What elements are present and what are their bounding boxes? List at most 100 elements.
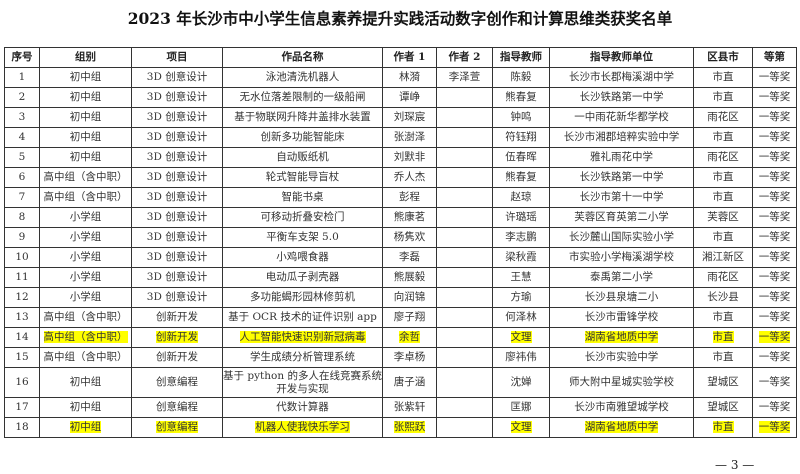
cell-text: 雨花区 bbox=[707, 151, 739, 163]
cell-text: 小学组 bbox=[69, 211, 102, 223]
cell-text: 廖祎伟 bbox=[505, 351, 537, 363]
table-row: 14 高中组（含中职） 创新开发 人工智能快速识别新冠病毒 余哲 文理 湖南省地质中学 市直 一… bbox=[4, 327, 797, 348]
table-cell: 唐子涵 bbox=[382, 367, 437, 398]
table-cell: 16 bbox=[4, 367, 40, 398]
table-cell: 创新开发 bbox=[131, 327, 223, 348]
cell-text: 李志鹏 bbox=[505, 231, 537, 243]
cell-text: 3D 创意设计 bbox=[146, 271, 208, 283]
cell-text: 泰禹第二小学 bbox=[590, 271, 653, 283]
table-cell: 长沙县 bbox=[693, 287, 753, 308]
table-cell: 一等奖 bbox=[752, 187, 797, 208]
cell-text: 初中组 bbox=[69, 376, 102, 388]
table-cell: 基于 OCR 技术的证件识别 app bbox=[222, 307, 383, 328]
table-cell: 一等奖 bbox=[752, 267, 797, 288]
table-cell bbox=[436, 227, 493, 248]
table-cell: 一中雨花新华都学校 bbox=[549, 107, 694, 128]
table-cell bbox=[436, 417, 493, 438]
cell-text: 师大附中星城实验学校 bbox=[569, 376, 674, 388]
table-cell: 湘江新区 bbox=[693, 247, 753, 268]
table-cell: 小学组 bbox=[39, 287, 132, 308]
table-cell: 无水位落差限制的一级船闸 bbox=[222, 87, 383, 108]
table-cell: 一等奖 bbox=[752, 127, 797, 148]
table-cell: 一等奖 bbox=[752, 167, 797, 188]
cell-text: 一等奖 bbox=[758, 211, 791, 223]
table-cell: 市直 bbox=[693, 227, 753, 248]
table-cell: 可移动折叠安检门 bbox=[222, 207, 383, 228]
award-table: 序号 组别 项目 作品名称 作者 1 作者 2 指导教师 指导教师单位 区县市 等第 1 初中组 3D… bbox=[4, 47, 797, 438]
cell-text: 人工智能快速识别新冠病毒 bbox=[239, 331, 366, 343]
table-cell: 一等奖 bbox=[752, 397, 797, 418]
cell-text: 小学组 bbox=[69, 231, 102, 243]
cell-text: 一等奖 bbox=[758, 131, 791, 143]
cell-text: 3D 创意设计 bbox=[146, 151, 208, 163]
cell-text: 一等奖 bbox=[758, 231, 791, 243]
cell-text: 市直 bbox=[712, 71, 734, 83]
table-cell: 一等奖 bbox=[752, 347, 797, 368]
column-header: 组别 bbox=[39, 47, 132, 68]
table-cell: 市直 bbox=[693, 167, 753, 188]
cell-text: 基于 OCR 技术的证件识别 app bbox=[228, 311, 377, 323]
cell-text: 4 bbox=[18, 131, 26, 143]
table-cell: 李泽萱 bbox=[436, 67, 493, 88]
cell-text: 初中组 bbox=[69, 91, 102, 103]
cell-text: 市直 bbox=[712, 231, 734, 243]
table-cell: 创新开发 bbox=[131, 307, 223, 328]
cell-text: 方瑜 bbox=[510, 291, 532, 303]
cell-text: 望城区 bbox=[707, 376, 739, 388]
table-cell: 一等奖 bbox=[752, 147, 797, 168]
cell-text: 多功能蝎形园林修剪机 bbox=[250, 291, 355, 303]
table-cell: 基于 python 的多人在线竞赛系统开发与实现 bbox=[222, 367, 383, 398]
cell-text: 机器人使我快乐学习 bbox=[255, 421, 350, 433]
table-cell: 14 bbox=[4, 327, 40, 348]
cell-text: 3D 创意设计 bbox=[146, 171, 208, 183]
table-cell: 3D 创意设计 bbox=[131, 267, 223, 288]
table-cell: 12 bbox=[4, 287, 40, 308]
cell-text: 基于 python 的多人在线竞赛系统开发与实现 bbox=[223, 369, 382, 395]
cell-text: 代数计算器 bbox=[276, 401, 329, 413]
table-cell: 市直 bbox=[693, 307, 753, 328]
table-cell: 一等奖 bbox=[752, 247, 797, 268]
table-cell: 创新开发 bbox=[131, 347, 223, 368]
table-cell: 初中组 bbox=[39, 107, 132, 128]
table-cell: 初中组 bbox=[39, 127, 132, 148]
table-cell bbox=[436, 247, 493, 268]
table-cell: 3D 创意设计 bbox=[131, 87, 223, 108]
table-cell: 高中组（含中职） bbox=[39, 347, 132, 368]
column-header: 项目 bbox=[131, 47, 223, 68]
table-cell: 市直 bbox=[693, 327, 753, 348]
cell-text: 彭程 bbox=[399, 191, 420, 203]
cell-text: 廖子翔 bbox=[393, 311, 426, 323]
table-cell: 创新多功能智能床 bbox=[222, 127, 383, 148]
table-header-row: 序号 组别 项目 作品名称 作者 1 作者 2 指导教师 指导教师单位 区县市 等第 bbox=[4, 47, 797, 68]
table-cell: 师大附中星城实验学校 bbox=[549, 367, 694, 398]
table-cell: 智能书桌 bbox=[222, 187, 383, 208]
table-row: 16 初中组 创意编程 基于 python 的多人在线竞赛系统开发与实现 唐子涵 沈婵 师大… bbox=[4, 367, 797, 398]
table-cell: 匡娜 bbox=[492, 397, 550, 418]
table-cell: 熊展毅 bbox=[382, 267, 437, 288]
cell-text: 长沙市第十一中学 bbox=[579, 191, 664, 203]
table-row: 9 小学组 3D 创意设计 平衡车支架 5.0 杨隽欢 李志鹏 长沙麓山国际实验小学 市直 一等… bbox=[4, 227, 797, 248]
table-cell: 张紫轩 bbox=[382, 397, 437, 418]
table-cell: 雅礼雨花中学 bbox=[549, 147, 694, 168]
cell-text: 基于物联网升降井盖排水装置 bbox=[234, 111, 371, 123]
table-cell: 雨花区 bbox=[693, 267, 753, 288]
table-cell: 一等奖 bbox=[752, 367, 797, 398]
table-cell: 小鸡喂食器 bbox=[222, 247, 383, 268]
cell-text: 长沙市实验中学 bbox=[584, 351, 659, 363]
cell-text: 12 bbox=[15, 291, 29, 303]
table-cell bbox=[436, 187, 493, 208]
table-cell: 3D 创意设计 bbox=[131, 287, 223, 308]
cell-text: 创意编程 bbox=[156, 376, 198, 388]
column-header: 作者 1 bbox=[382, 47, 437, 68]
cell-text: 芙蓉区 bbox=[707, 211, 739, 223]
table-cell: 刘默非 bbox=[382, 147, 437, 168]
table-cell: 钟鸣 bbox=[492, 107, 550, 128]
table-cell: 方瑜 bbox=[492, 287, 550, 308]
table-cell: 高中组（含中职） bbox=[39, 327, 132, 348]
table-cell: 一等奖 bbox=[752, 67, 797, 88]
cell-text: 初中组 bbox=[69, 131, 102, 143]
table-row: 7 高中组（含中职） 3D 创意设计 智能书桌 彭程 赵琼 长沙市第十一中学 市直 一等奖 bbox=[4, 187, 797, 208]
table-cell bbox=[436, 167, 493, 188]
table-cell: 张熙跃 bbox=[382, 417, 437, 438]
table-cell: 高中组（含中职） bbox=[39, 307, 132, 328]
